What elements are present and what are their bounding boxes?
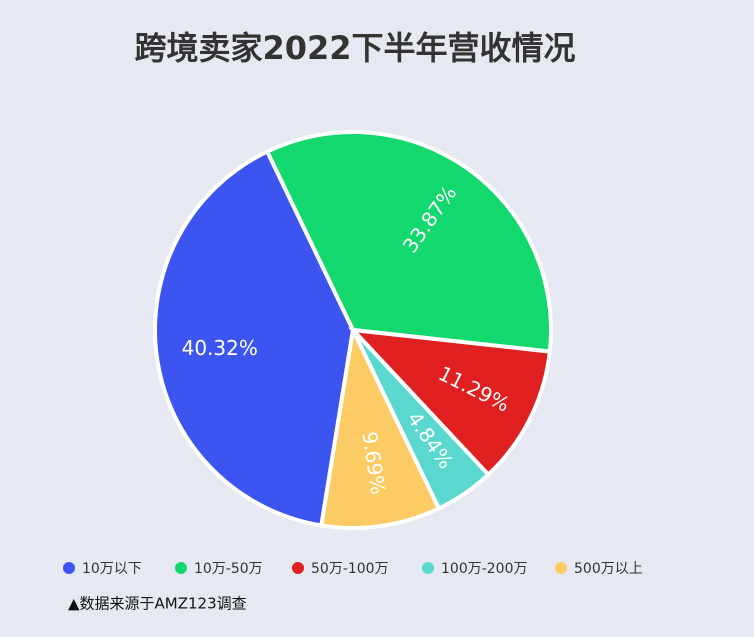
legend-marker [175, 562, 187, 574]
legend-label: 500万以上 [574, 561, 643, 577]
pie-slice [264, 130, 553, 354]
legend-label: 10万-50万 [194, 561, 263, 577]
value-label: 40.32% [182, 336, 258, 360]
pie-slice [347, 327, 553, 478]
legend-marker [63, 562, 75, 574]
legend-marker [555, 562, 567, 574]
pie-slice [153, 148, 356, 528]
legend-marker [422, 562, 434, 574]
pie-slice [319, 323, 442, 530]
legend-label: 100万-200万 [441, 561, 528, 577]
legend-label: 50万-100万 [311, 561, 389, 577]
legend-marker [292, 562, 304, 574]
source-note: ▲数据来源于AMZ123调查 [68, 595, 247, 613]
chart-title: 跨境卖家2022下半年营收情况 [134, 29, 575, 67]
legend-label: 10万以下 [82, 561, 142, 577]
